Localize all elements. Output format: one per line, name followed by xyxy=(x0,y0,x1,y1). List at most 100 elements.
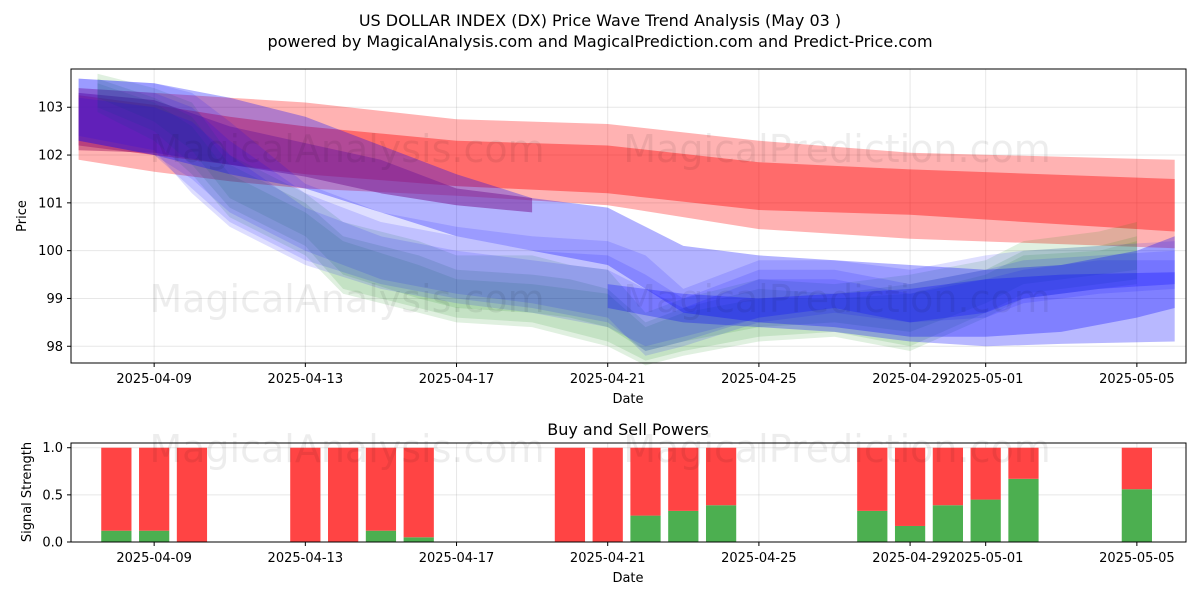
power-x-tick-label: 2025-04-17 xyxy=(419,551,495,566)
power-bar-group xyxy=(1121,447,1152,542)
power-bar-group xyxy=(592,447,623,542)
watermark-text: MagicalAnalysis.com xyxy=(149,277,544,321)
price-y-axis-label: Price xyxy=(15,200,30,232)
power-x-tick-label: 2025-04-21 xyxy=(570,551,646,566)
band-green-wave-3 xyxy=(97,83,1137,366)
price-plot-frame xyxy=(70,68,1187,364)
buy-power-bar xyxy=(365,530,397,542)
power-bar-group xyxy=(630,447,661,542)
sell-power-bar xyxy=(290,447,321,542)
sell-power-bar xyxy=(176,447,208,542)
power-x-tick: 2025-05-05 xyxy=(1099,542,1175,566)
power-chart-title: Buy and Sell Powers xyxy=(547,420,709,439)
power-bar-group xyxy=(970,447,1001,542)
power-bar-group xyxy=(403,447,434,542)
power-bar-group xyxy=(290,447,321,542)
power-y-axis: 0.0 0.5 1.0 xyxy=(42,441,71,551)
power-y-tick-label: 0.0 xyxy=(42,536,63,551)
power-bar-group xyxy=(101,447,132,542)
power-x-tick-label: 2025-05-01 xyxy=(948,551,1024,566)
power-y-tick-label: 0.5 xyxy=(42,488,63,503)
sell-power-bar xyxy=(328,447,359,542)
buy-power-bar xyxy=(1121,489,1152,542)
price-watermarks: MagicalAnalysis.com MagicalPrediction.co… xyxy=(149,127,1050,321)
band-blue-band-1 xyxy=(78,78,1175,337)
power-y-tick: 1.0 xyxy=(42,441,71,456)
sell-power-bar xyxy=(139,447,170,531)
sell-power-bar xyxy=(365,447,397,531)
power-x-tick-label: 2025-04-25 xyxy=(721,551,797,566)
sell-power-bar xyxy=(101,447,132,531)
power-bar-group xyxy=(668,447,699,542)
price-y-tick-label: 102 xyxy=(38,149,63,164)
power-bar-group xyxy=(894,447,926,542)
price-y-tick: 100 xyxy=(38,244,71,259)
figure-subtitle: powered by MagicalAnalysis.com and Magic… xyxy=(267,32,932,51)
power-x-tick: 2025-04-13 xyxy=(268,542,343,566)
buy-power-bar xyxy=(932,505,963,542)
sell-power-bar xyxy=(668,447,699,511)
price-y-tick-label: 103 xyxy=(38,101,63,116)
watermark-text: MagicalAnalysis.com xyxy=(149,427,544,471)
price-chart: MagicalAnalysis.com MagicalPrediction.co… xyxy=(15,68,1187,407)
price-y-tick: 99 xyxy=(46,292,71,307)
price-y-tick: 102 xyxy=(38,149,71,164)
power-bar-group xyxy=(365,447,397,542)
sell-power-bar xyxy=(403,447,434,538)
power-bar-group xyxy=(857,447,888,542)
band-red-band-wide xyxy=(78,88,1175,249)
price-x-tick: 2025-05-01 xyxy=(948,363,1023,387)
price-x-axis: 2025-04-09 2025-04-13 2025-04-17 2025-04-21… xyxy=(116,363,1175,387)
band-red-band-core xyxy=(78,95,1175,232)
buy-power-bar xyxy=(894,525,926,542)
power-x-tick: 2025-05-01 xyxy=(948,542,1024,566)
price-y-tick-label: 100 xyxy=(38,244,63,259)
power-bars xyxy=(101,447,1152,542)
band-green-wave-1 xyxy=(97,73,1137,352)
price-x-tick: 2025-04-29 xyxy=(872,363,948,387)
buy-sell-power-chart: Buy and Sell Powers MagicalAnalysis.com … xyxy=(20,420,1187,586)
band-purple-wave xyxy=(78,92,533,213)
power-x-tick: 2025-04-17 xyxy=(419,542,495,566)
price-x-tick: 2025-04-25 xyxy=(721,363,797,387)
price-x-tick-label: 2025-04-09 xyxy=(116,372,192,387)
power-x-tick-label: 2025-04-09 xyxy=(116,551,192,566)
power-y-tick: 0.5 xyxy=(42,488,71,503)
price-x-axis-label: Date xyxy=(612,392,643,407)
sell-power-bar xyxy=(970,447,1001,500)
sell-power-bar xyxy=(592,447,623,542)
sell-power-bar xyxy=(857,447,888,511)
price-x-tick-label: 2025-04-17 xyxy=(419,372,495,387)
price-y-tick: 98 xyxy=(46,340,71,355)
price-x-tick: 2025-04-09 xyxy=(116,363,192,387)
price-x-tick-label: 2025-05-05 xyxy=(1099,372,1175,387)
band-blue-band-2 xyxy=(607,272,1175,347)
price-y-tick-label: 99 xyxy=(46,292,63,307)
power-y-axis-label: Signal Strength xyxy=(20,442,35,542)
power-x-tick-label: 2025-05-05 xyxy=(1099,551,1175,566)
watermark-text: MagicalAnalysis.com xyxy=(149,127,544,171)
power-x-tick: 2025-04-29 xyxy=(872,542,948,566)
price-y-tick-label: 98 xyxy=(46,340,63,355)
watermark-text: MagicalPrediction.com xyxy=(623,127,1051,171)
power-watermarks: MagicalAnalysis.com MagicalPrediction.co… xyxy=(149,427,1050,471)
power-bar-group xyxy=(705,447,737,542)
buy-power-bar xyxy=(101,530,132,542)
power-y-tick-label: 1.0 xyxy=(42,441,63,456)
band-blue-wave-2 xyxy=(78,88,1175,351)
power-x-tick-label: 2025-04-29 xyxy=(872,551,948,566)
price-y-axis: 98 99 100 101 102 103 xyxy=(38,101,71,355)
price-y-tick-label: 101 xyxy=(38,196,63,211)
price-y-tick: 103 xyxy=(38,101,71,116)
band-blue-wave-1 xyxy=(78,78,1175,356)
sell-power-bar xyxy=(894,447,926,526)
price-x-tick: 2025-04-17 xyxy=(419,363,495,387)
power-bar-group xyxy=(554,447,586,542)
power-x-axis: 2025-04-09 2025-04-13 2025-04-17 2025-04-21… xyxy=(116,542,1175,566)
price-x-tick-label: 2025-04-29 xyxy=(872,372,948,387)
price-wave-bands xyxy=(78,73,1175,366)
power-plot-frame xyxy=(70,442,1187,543)
sell-power-bar xyxy=(705,447,737,506)
